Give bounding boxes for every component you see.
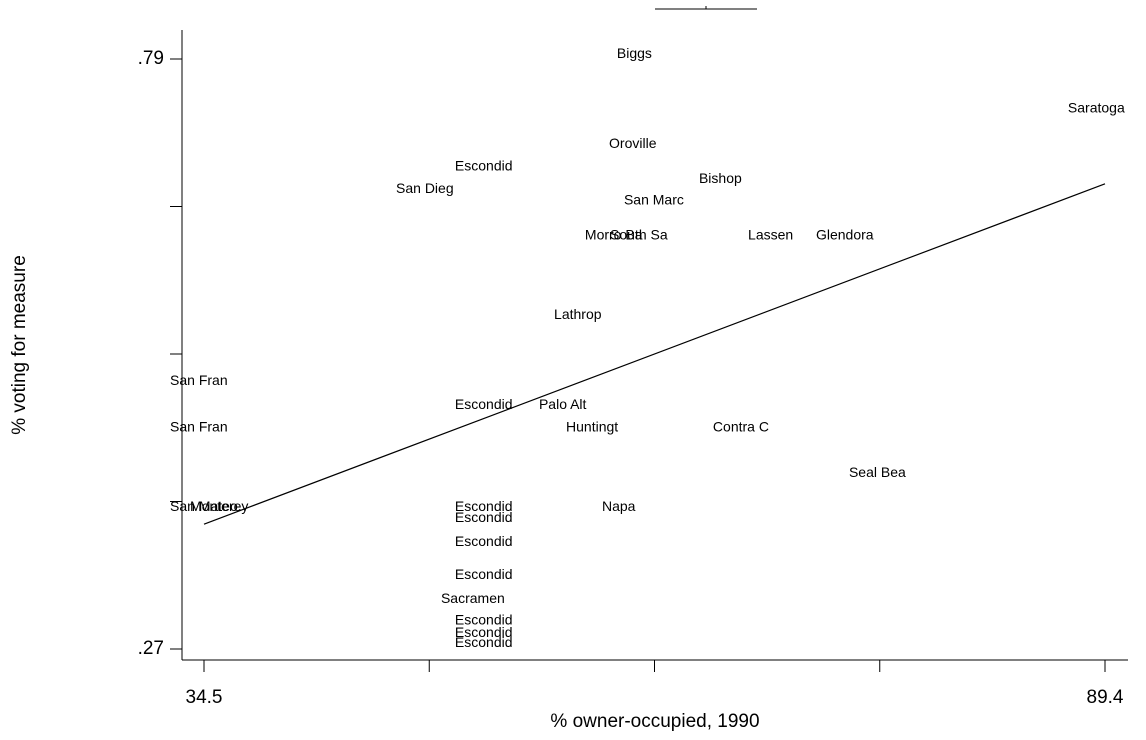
point-label: Monterey bbox=[190, 498, 248, 514]
point-label: San Mateo bbox=[170, 498, 238, 514]
point-label: Escondid bbox=[455, 509, 513, 525]
point-label: Saratoga bbox=[1068, 100, 1125, 116]
x-tick-label: 89.4 bbox=[1087, 687, 1124, 708]
point-label: Escondid bbox=[455, 533, 513, 549]
point-label: Huntingt bbox=[566, 418, 618, 434]
point-label: Sacramen bbox=[441, 590, 505, 606]
point-label: Escondid bbox=[455, 566, 513, 582]
point-label: Escondid bbox=[455, 498, 513, 514]
point-label: San Fran bbox=[170, 418, 228, 434]
point-label: San Marc bbox=[624, 192, 684, 208]
x-tick-label: 34.5 bbox=[186, 687, 223, 708]
point-label: Morro Ba bbox=[585, 227, 643, 243]
point-label: Palo Alt bbox=[539, 396, 587, 412]
point-label: Seal Bea bbox=[849, 464, 906, 480]
point-label: Escondid bbox=[455, 396, 513, 412]
point-label: Escondid bbox=[455, 157, 513, 173]
point-label: Napa bbox=[602, 498, 636, 514]
y-tick-label: .79 bbox=[138, 48, 164, 69]
point-label: Lassen bbox=[748, 227, 793, 243]
point-label: South Sa bbox=[610, 227, 668, 243]
point-label: San Fran bbox=[170, 372, 228, 388]
point-label: Lathrop bbox=[554, 306, 602, 322]
point-label: Contra C bbox=[713, 418, 769, 434]
x-axis-label: % owner-occupied, 1990 bbox=[550, 711, 759, 732]
point-label: Oroville bbox=[609, 135, 657, 151]
y-tick-label: .27 bbox=[138, 638, 164, 659]
point-label: Escondid bbox=[455, 624, 513, 640]
fit-line bbox=[203, 183, 1106, 525]
point-label: Escondid bbox=[455, 611, 513, 627]
point-label: San Dieg bbox=[396, 180, 454, 196]
point-label: Biggs bbox=[617, 45, 652, 61]
point-label: Bishop bbox=[699, 170, 742, 186]
point-label: Escondid bbox=[455, 634, 513, 650]
point-label: Glendora bbox=[816, 227, 874, 243]
y-axis-label: % voting for measure bbox=[9, 255, 30, 435]
